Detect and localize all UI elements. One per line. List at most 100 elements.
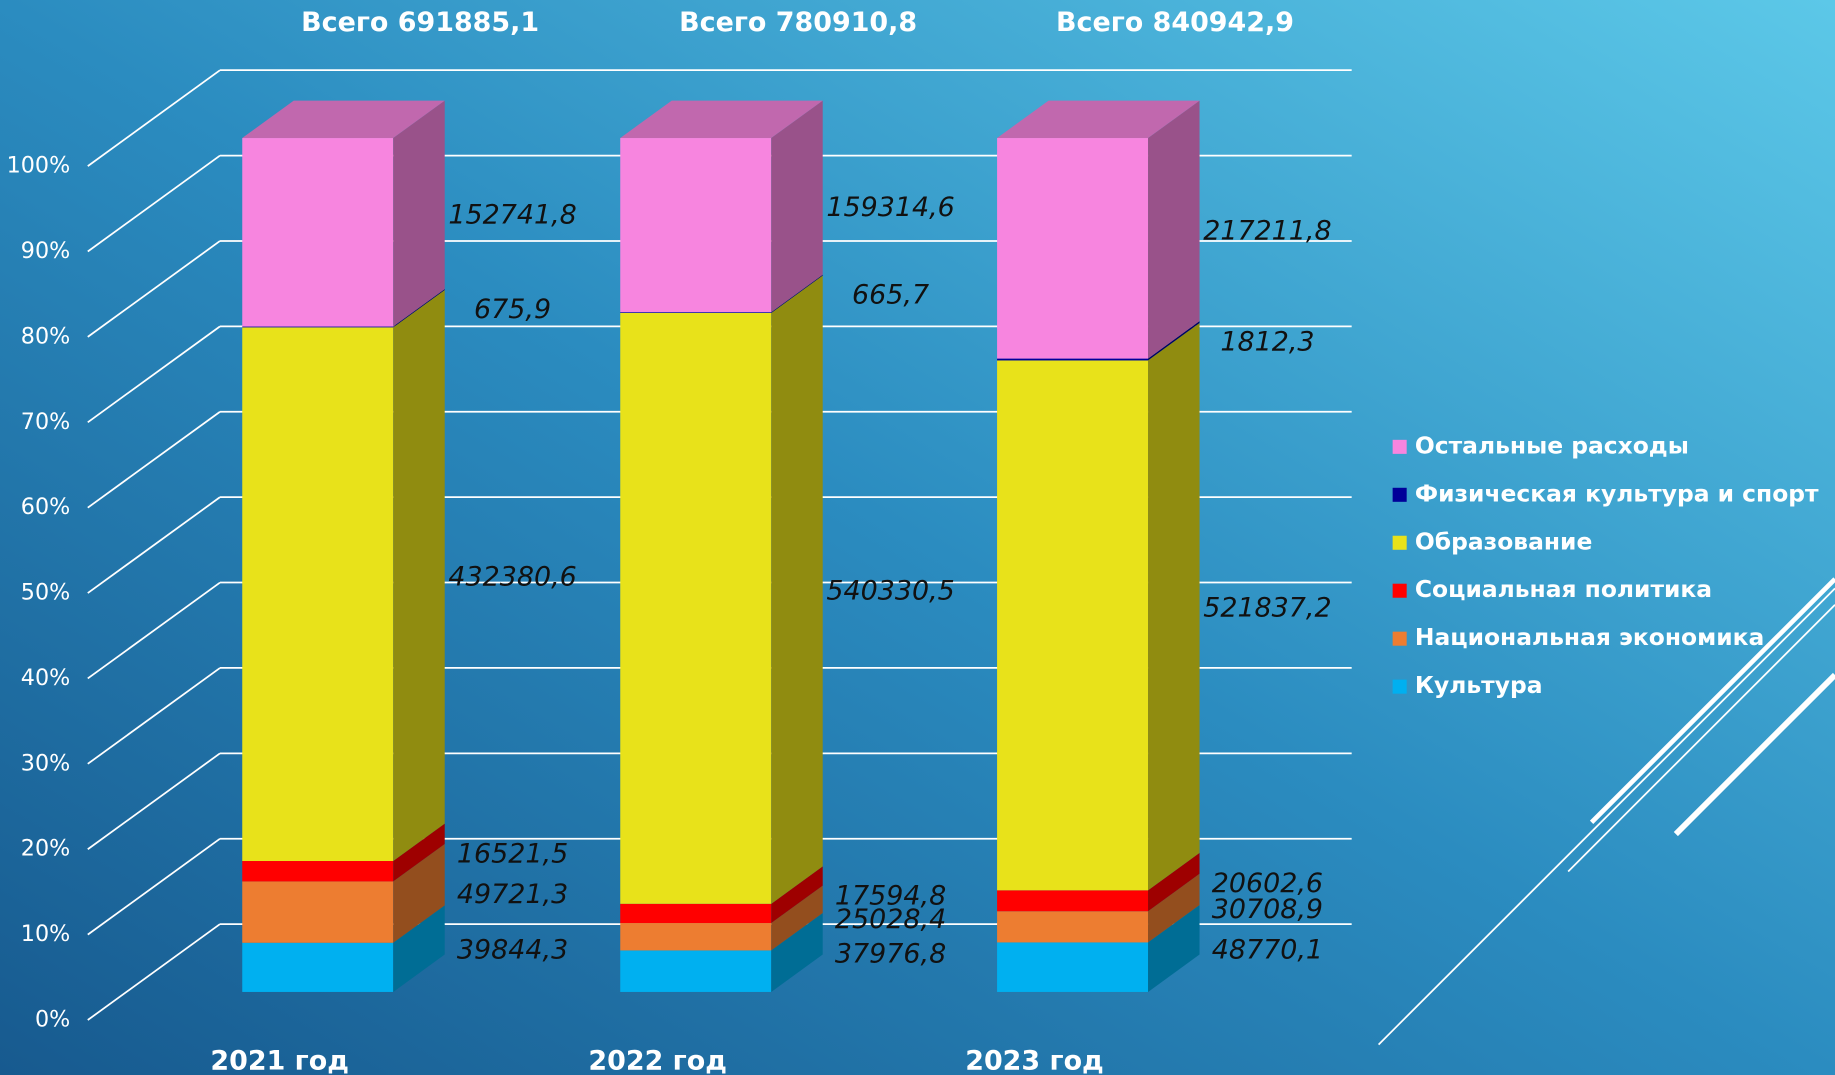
bar-side [1148, 323, 1200, 891]
bar-side [771, 275, 823, 904]
y-tick-label: 40% [21, 665, 70, 691]
bar-side [771, 885, 823, 951]
bar-side [393, 843, 445, 943]
deco-line [1567, 604, 1835, 873]
value-label: 521837,2 [1203, 593, 1331, 624]
bar-segment [242, 881, 394, 943]
bar-top [620, 100, 823, 139]
y-tick-label: 80% [21, 323, 70, 349]
bar-segment [242, 327, 394, 862]
legend-swatch [1392, 487, 1407, 502]
bar-segment [997, 890, 1149, 912]
deco-line [1673, 672, 1835, 837]
value-label: 25028,4 [835, 904, 946, 935]
legend-label: Остальные расходы [1415, 431, 1689, 459]
y-tick-label: 0% [35, 1007, 70, 1033]
legend-swatch [1392, 679, 1407, 694]
value-label: 39844,3 [457, 934, 568, 965]
bar-segment [620, 950, 772, 992]
value-label: 540330,5 [826, 576, 954, 607]
legend-label: Национальная экономика [1415, 623, 1764, 651]
bar-side [393, 289, 445, 328]
value-label: 16521,5 [457, 838, 568, 869]
value-label: 152741,8 [448, 199, 576, 230]
legend-swatch [1392, 439, 1407, 454]
bar-segment [997, 358, 1149, 361]
bar-segment [620, 312, 772, 904]
bar-segment [997, 138, 1149, 359]
grid-line [87, 923, 221, 1021]
decoration [1377, 577, 1835, 1046]
value-label: 37976,8 [835, 938, 946, 969]
value-label: 159314,6 [826, 192, 954, 223]
bar-segment [242, 861, 394, 882]
grid-line [87, 667, 221, 765]
deco-line [1589, 577, 1835, 824]
grid-line [87, 496, 221, 594]
bar-segment [242, 138, 394, 327]
annotation: Всего 691885,1 [301, 7, 539, 38]
bar-segment [242, 942, 394, 992]
bar-side [1148, 852, 1200, 912]
value-label: 1812,3 [1220, 327, 1314, 358]
grid-line [87, 581, 221, 680]
y-tick-label: 100% [7, 153, 71, 179]
annotation: Всего 780910,8 [679, 7, 917, 38]
bar-top [997, 100, 1200, 139]
bar-side [1148, 321, 1200, 361]
bar-segment [620, 923, 772, 951]
bar-side [771, 274, 823, 313]
bar-side [771, 912, 823, 992]
value-label: 49721,3 [457, 879, 568, 910]
legend-label: Культура [1415, 671, 1543, 699]
bar-segment [620, 138, 772, 313]
grid-line [87, 325, 221, 423]
bar-segment [620, 312, 772, 313]
x-tick-label: 2022 год [588, 1046, 727, 1075]
y-tick-label: 10% [21, 921, 70, 947]
grid-line [87, 154, 221, 253]
grid-line [87, 752, 221, 850]
bar-side [1148, 904, 1200, 992]
bar-side [1148, 100, 1200, 359]
value-label: 665,7 [852, 280, 929, 311]
y-tick-label: 90% [21, 238, 70, 264]
bar-side [771, 866, 823, 924]
y-tick-label: 30% [21, 750, 70, 776]
value-label: 30708,9 [1212, 894, 1323, 925]
bar-side [771, 100, 823, 313]
value-label: 432380,6 [448, 561, 576, 592]
bar-segment [242, 326, 394, 328]
legend-label: Социальная политика [1415, 575, 1712, 603]
bar-segment [997, 942, 1149, 992]
bar-side [393, 905, 445, 992]
bar-top [242, 100, 445, 139]
deco-line [1377, 587, 1835, 1046]
bar-side [1148, 873, 1200, 943]
y-tick-label: 60% [21, 494, 70, 520]
value-label: 17594,8 [835, 881, 946, 912]
legend-swatch [1392, 535, 1407, 550]
y-tick-label: 50% [21, 580, 70, 606]
legend-label: Физическая культура и спорт [1415, 479, 1819, 507]
x-tick-label: 2021 год [210, 1046, 349, 1075]
bar-segment [997, 911, 1149, 943]
value-label: 20602,6 [1212, 868, 1323, 899]
legend-swatch [1392, 631, 1407, 646]
grid-line [87, 411, 221, 509]
value-label: 48770,1 [1212, 934, 1323, 965]
value-label: 675,9 [474, 294, 551, 325]
bar-segment [620, 903, 772, 924]
x-tick-label: 2023 год [965, 1046, 1104, 1075]
legend-label: Образование [1415, 527, 1592, 555]
y-tick-label: 20% [21, 836, 70, 862]
bar-side [393, 289, 445, 862]
annotation: Всего 840942,9 [1056, 7, 1294, 38]
grid-line [87, 240, 221, 338]
bar-side [393, 100, 445, 327]
value-label: 217211,8 [1203, 215, 1331, 246]
grid-line [87, 838, 221, 936]
legend-swatch [1392, 583, 1407, 598]
